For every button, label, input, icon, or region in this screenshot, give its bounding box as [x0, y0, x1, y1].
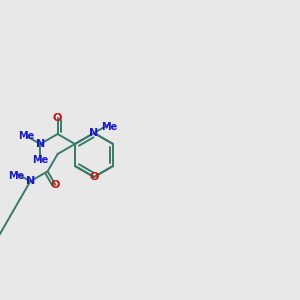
Text: Me: Me — [18, 131, 34, 141]
Text: O: O — [51, 180, 60, 190]
Text: Me: Me — [8, 171, 25, 181]
Text: Me: Me — [32, 155, 48, 165]
Text: N: N — [26, 176, 35, 186]
Text: O: O — [89, 172, 99, 182]
Text: O: O — [53, 113, 62, 123]
Text: N: N — [89, 128, 99, 138]
Text: Me: Me — [101, 122, 118, 132]
Text: N: N — [36, 139, 45, 149]
